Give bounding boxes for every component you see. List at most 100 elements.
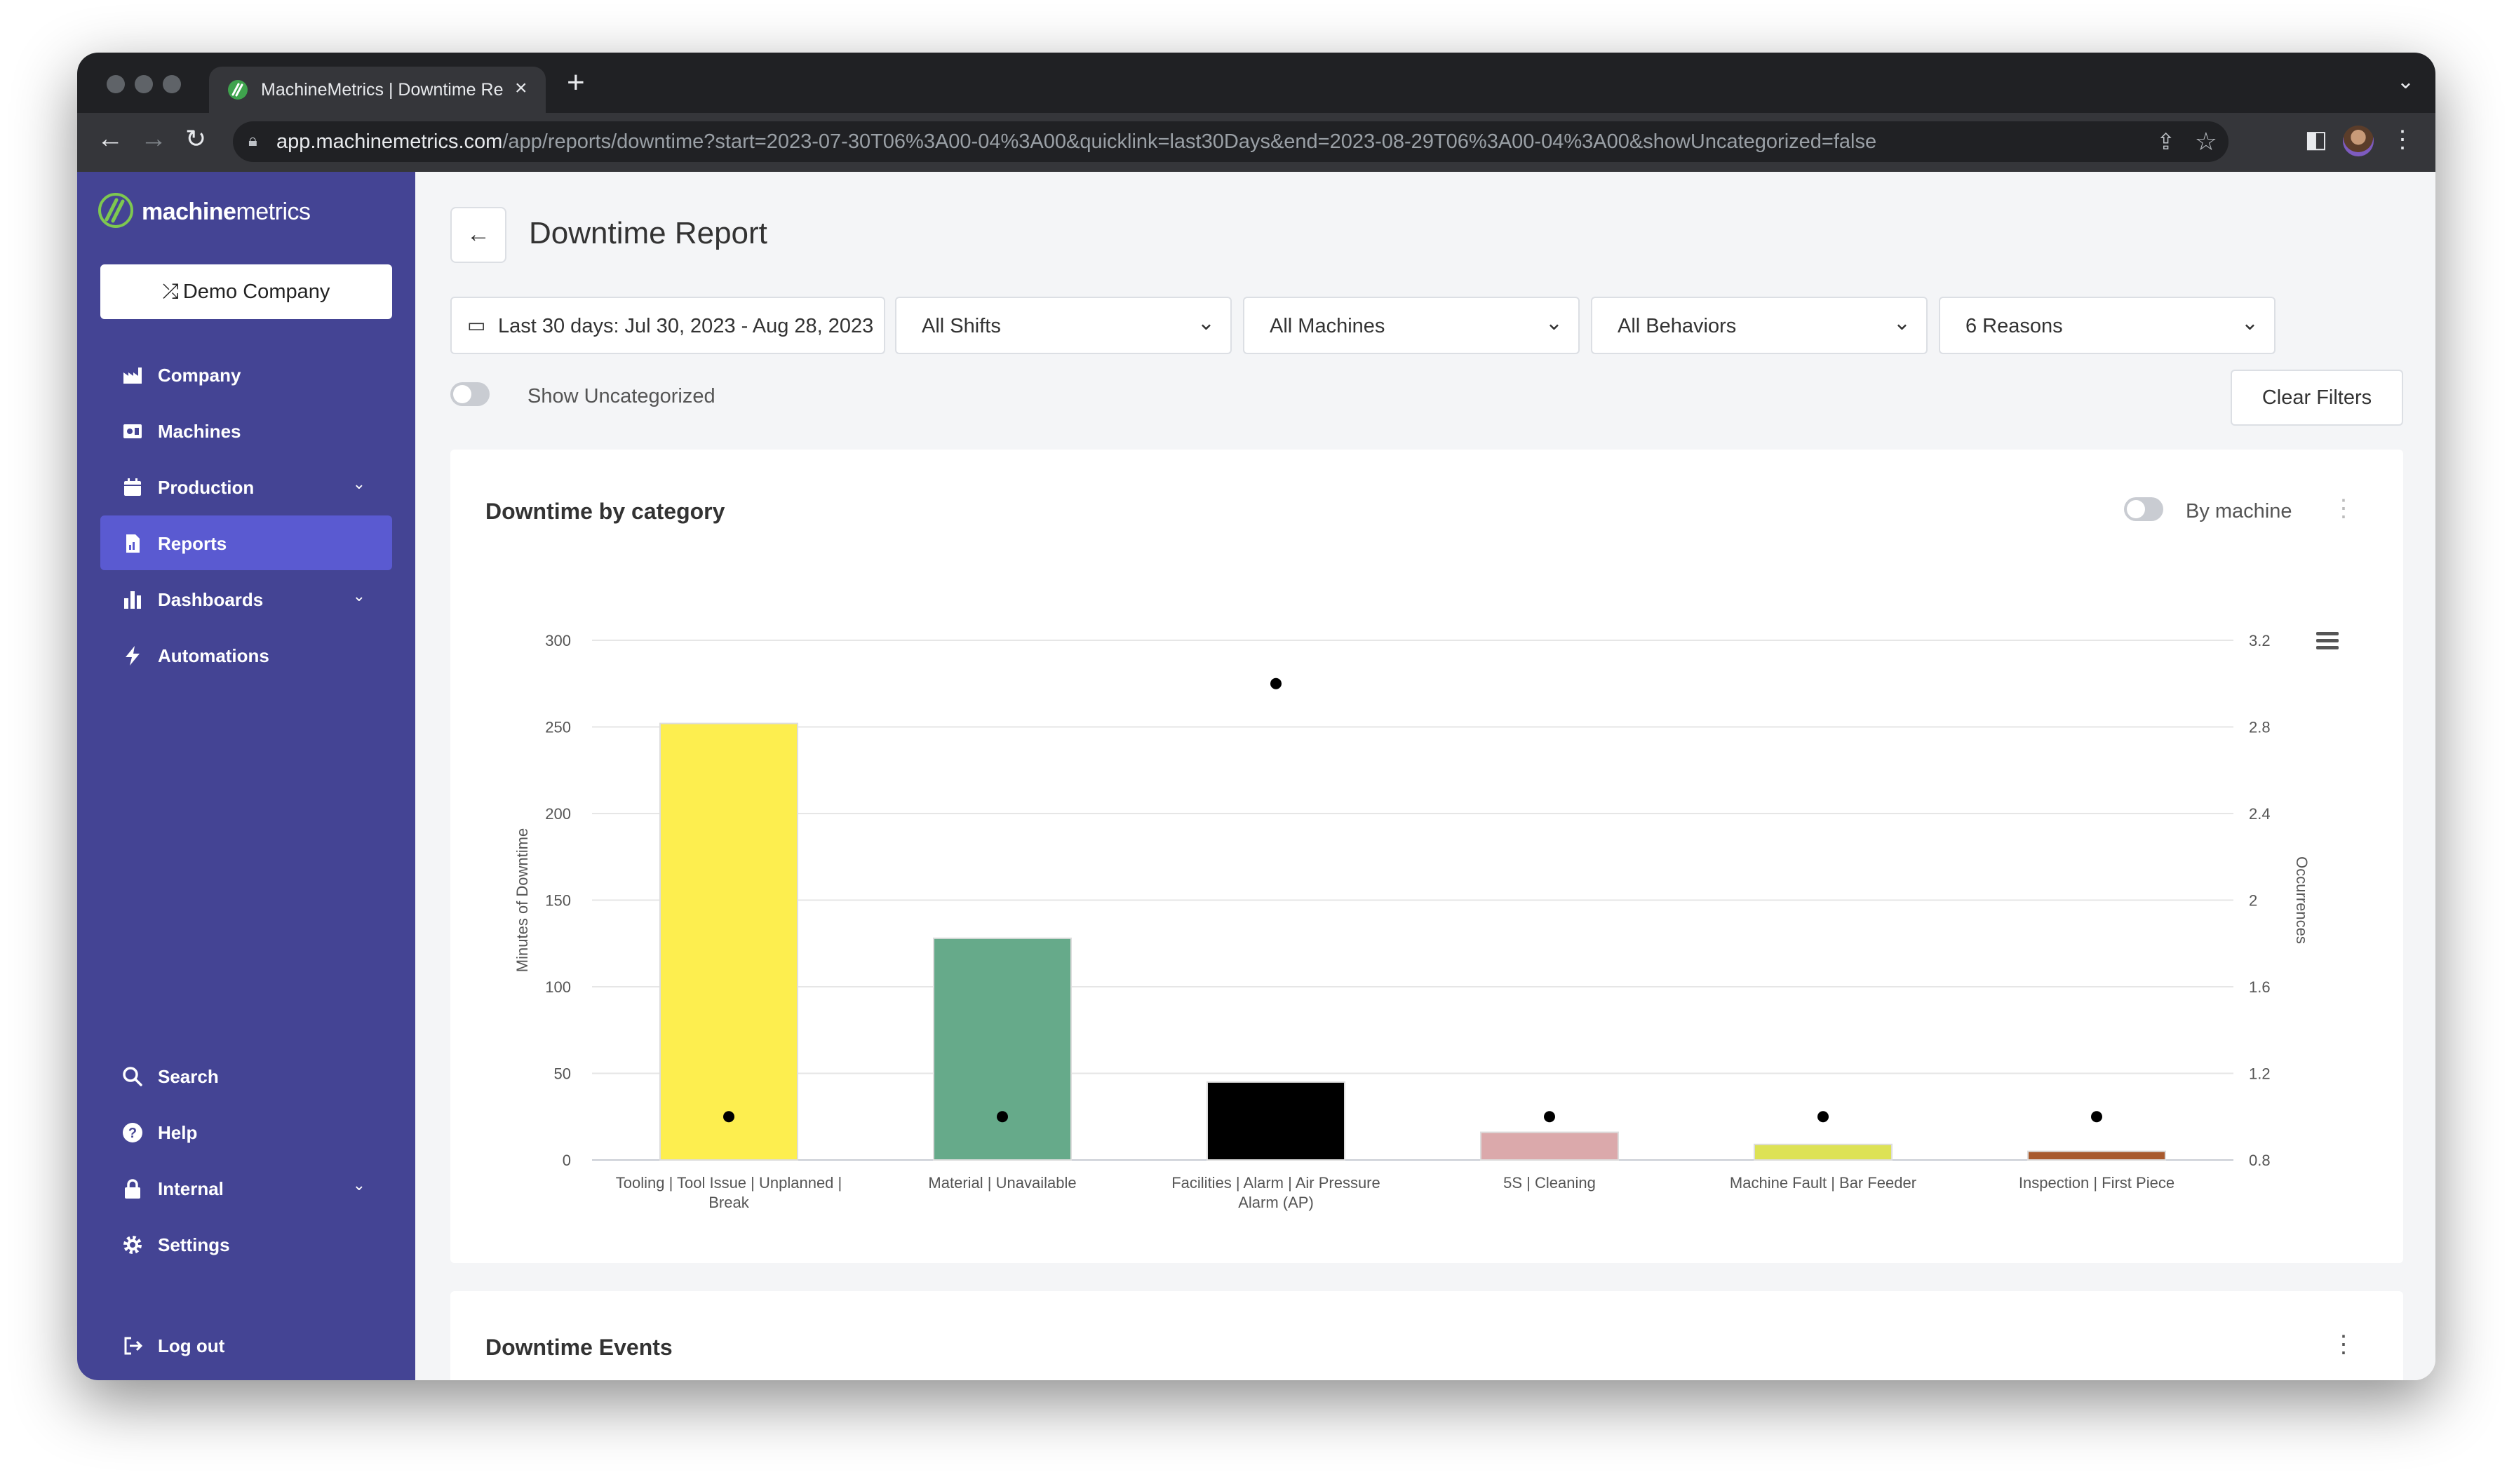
y2-tick-label: 1.2	[2249, 1065, 2271, 1083]
chart-category-labels: Tooling | Tool Issue | Unplanned | Break M…	[616, 1174, 2174, 1211]
logo-suffix: metrics	[236, 198, 311, 225]
y2-tick-label: 3.2	[2249, 632, 2271, 649]
lock-icon: 🔒︎	[248, 131, 257, 150]
main-content: ← Downtime Report ▭ Last 30 days: Jul 30…	[415, 172, 2435, 1380]
x-tick-label: 5S | Cleaning	[1503, 1174, 1596, 1192]
profile-avatar[interactable]	[2343, 126, 2374, 156]
sidebar-item-production[interactable]: Production ⌄	[100, 459, 392, 514]
sidebar-item-help[interactable]: ? Help	[100, 1105, 392, 1159]
minimize-window-button[interactable]	[135, 75, 153, 93]
close-tab-icon[interactable]: ×	[515, 76, 527, 100]
sidebar-item-label: Settings	[158, 1234, 230, 1255]
behaviors-filter-label: All Behaviors	[1618, 315, 1737, 337]
chevron-down-icon[interactable]: ⌄	[2396, 70, 2414, 93]
side-panel-icon[interactable]: ◧	[2304, 126, 2327, 153]
sidebar-item-machines[interactable]: Machines	[100, 403, 392, 458]
browser-tab[interactable]: MachineMetrics | Downtime Re ×	[209, 67, 546, 113]
chevron-down-icon: ⌄	[2240, 311, 2259, 335]
machines-filter[interactable]: All Machines ⌄	[1243, 297, 1580, 354]
chart-menu-icon[interactable]	[2316, 632, 2339, 650]
sidebar-item-label: Internal	[158, 1178, 224, 1199]
chevron-down-icon: ⌄	[352, 475, 365, 492]
x-tick-label: Inspection | First Piece	[2019, 1174, 2174, 1192]
y-tick-label: 0	[563, 1152, 571, 1169]
y2-tick-label: 2.8	[2249, 719, 2271, 736]
shifts-filter[interactable]: All Shifts ⌄	[895, 297, 1232, 354]
chart-bar	[933, 937, 1072, 1161]
card-title: Downtime Events	[485, 1335, 673, 1360]
logo-prefix: machine	[142, 198, 236, 225]
x-tick-label: Alarm (AP)	[1238, 1194, 1314, 1211]
kebab-menu-icon[interactable]: ⋮	[2332, 495, 2355, 522]
y2-tick-label: 1.6	[2249, 978, 2271, 996]
shuffle-icon: ⤮	[162, 281, 179, 303]
arrow-left-icon: ←	[466, 221, 490, 248]
chevron-down-icon: ⌄	[1545, 311, 1563, 335]
occurrence-dot	[997, 1111, 1008, 1123]
reasons-filter[interactable]: 6 Reasons ⌄	[1939, 297, 2276, 354]
company-switcher-button[interactable]: ⤮ Demo Company	[100, 264, 392, 319]
logout-button[interactable]: Log out	[100, 1318, 392, 1372]
chart-bar	[1480, 1131, 1619, 1161]
reload-icon[interactable]: ↻	[185, 124, 207, 153]
date-range-filter[interactable]: ▭ Last 30 days: Jul 30, 2023 - Aug 28, 2…	[450, 297, 885, 354]
show-uncategorized-label: Show Uncategorized	[527, 385, 715, 407]
machine-icon	[123, 424, 142, 438]
card-title: Downtime by category	[485, 499, 725, 524]
machinemetrics-logo-icon	[98, 193, 133, 228]
bookmark-star-icon[interactable]: ☆	[2194, 127, 2217, 156]
sidebar-item-label: Automations	[158, 645, 269, 666]
calendar-icon: ▭	[467, 314, 486, 336]
back-button[interactable]: ←	[450, 207, 506, 263]
logo-wordmark: machinemetrics	[142, 198, 311, 226]
kebab-menu-icon[interactable]: ⋮	[2391, 126, 2414, 153]
sidebar-item-internal[interactable]: Internal ⌄	[100, 1161, 392, 1215]
sidebar-item-label: Help	[158, 1122, 198, 1143]
new-tab-button[interactable]: +	[567, 65, 585, 100]
chevron-down-icon: ⌄	[1893, 311, 1911, 335]
chart-bar	[1754, 1143, 1893, 1161]
close-window-button[interactable]	[107, 75, 125, 93]
behaviors-filter[interactable]: All Behaviors ⌄	[1591, 297, 1928, 354]
downtime-chart: 0 50 100 150 200 250 300 0.8 1.2 1.6 2 2.4 2.8 3.2 T…	[513, 632, 2311, 1211]
forward-arrow-icon[interactable]: →	[140, 124, 167, 154]
tab-title: MachineMetrics | Downtime Re	[261, 80, 504, 100]
share-icon[interactable]: ⇪	[2156, 129, 2175, 154]
y-tick-label: 150	[545, 892, 571, 910]
date-range-label: Last 30 days: Jul 30, 2023 - Aug 28, 202…	[498, 315, 874, 337]
sidebar-item-label: Machines	[158, 421, 241, 442]
gear-icon	[123, 1236, 142, 1254]
clear-filters-button[interactable]: Clear Filters	[2231, 370, 2403, 426]
kebab-menu-icon[interactable]: ⋮	[2332, 1331, 2355, 1358]
sidebar-item-reports[interactable]: Reports	[100, 515, 392, 570]
shifts-filter-label: All Shifts	[922, 315, 1001, 337]
chart-bar	[659, 722, 798, 1161]
chart-y-axis-label: Minutes of Downtime	[513, 828, 531, 972]
back-arrow-icon[interactable]: ←	[97, 124, 123, 154]
sidebar-item-dashboards[interactable]: Dashboards ⌄	[100, 572, 392, 626]
x-tick-label: Break	[708, 1194, 749, 1211]
occurrence-dot	[1544, 1111, 1555, 1123]
sidebar-item-automations[interactable]: Automations	[100, 628, 392, 682]
sidebar-item-search[interactable]: Search	[100, 1048, 392, 1103]
browser-titlebar: MachineMetrics | Downtime Re × + ⌄	[77, 53, 2435, 113]
logout-label: Log out	[158, 1335, 225, 1356]
maximize-window-button[interactable]	[163, 75, 181, 93]
page-title: Downtime Report	[529, 216, 767, 250]
by-machine-toggle[interactable]	[2124, 497, 2163, 521]
sidebar-item-settings[interactable]: Settings	[100, 1217, 392, 1271]
address-bar[interactable]: 🔒︎ app.machinemetrics.com/app/reports/do…	[233, 121, 2229, 162]
sidebar-item-label: Search	[158, 1066, 219, 1087]
chart-bar	[2027, 1150, 2166, 1161]
company-switcher-label: Demo Company	[182, 281, 330, 303]
machines-filter-label: All Machines	[1270, 315, 1385, 337]
show-uncategorized-toggle[interactable]	[450, 382, 490, 406]
sidebar-item-label: Company	[158, 365, 241, 386]
sidebar-item-company[interactable]: Company	[100, 347, 392, 402]
downtime-events-card: Downtime Events ⋮	[450, 1291, 2403, 1380]
browser-window: MachineMetrics | Downtime Re × + ⌄ ← → ↻…	[77, 53, 2435, 1380]
chart-right-ticks: 0.8 1.2 1.6 2 2.4 2.8 3.2	[2249, 632, 2271, 1169]
calendar-icon	[124, 478, 141, 496]
url-path: /app/reports/downtime?start=2023-07-30T0…	[502, 130, 1877, 153]
y-tick-label: 100	[545, 978, 571, 996]
